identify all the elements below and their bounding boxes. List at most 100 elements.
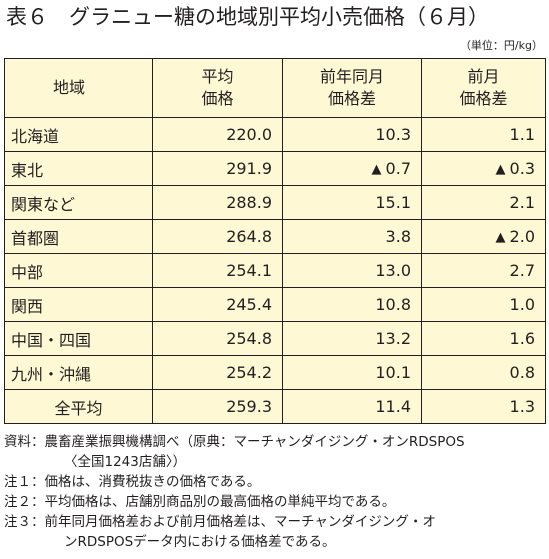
note-source-continued: 〈全国1243店舗〉） [64, 454, 187, 470]
yoy-diff-cell: 13.0 [282, 253, 422, 288]
table-row: 九州・沖縄 254.2 10.1 0.8 [4, 355, 546, 390]
header-avg-price-line2: 価格 [201, 89, 234, 108]
note-2: 注２： 平均価格は、店舗別商品別の最高価格の単純平均である。 [4, 492, 545, 512]
avg-price-cell-value: 220.0 [226, 125, 272, 144]
mom-diff-cell: 1.1 [421, 117, 546, 152]
region-cell: 関西 [4, 287, 153, 322]
avg-price-cell-value: 254.8 [226, 329, 272, 348]
avg-price-cell: 254.8 [152, 321, 283, 356]
mom-diff-cell-value: 1.0 [509, 295, 535, 314]
negative-triangle-icon: ▲ [495, 230, 506, 245]
header-mom-diff-line1: 前月 [467, 67, 500, 86]
region-cell-value: 中部 [11, 262, 44, 282]
price-table: 地域 平均 価格 前年同月 価格差 前月 価格差 北海道 220.0 10.3 1.1… [4, 58, 546, 424]
header-mom-diff: 前月 価格差 [421, 58, 546, 118]
table-row: 関東など 288.9 15.1 2.1 [4, 185, 546, 220]
mom-diff-cell-value: 2.0 [509, 227, 535, 246]
region-cell: 東北 [4, 151, 153, 186]
header-avg-price: 平均 価格 [152, 58, 283, 118]
mom-diff-cell-value: 1.6 [509, 329, 535, 348]
table-row: 首都圏 264.8 3.8 ▲ 2.0 [4, 219, 546, 254]
header-mom-diff-line2: 価格差 [459, 89, 508, 108]
avg-price-cell-value: 259.3 [226, 397, 272, 416]
mom-diff-cell: 1.6 [421, 321, 546, 356]
avg-price-cell: 254.2 [152, 355, 283, 390]
mom-diff-cell-value: 0.8 [509, 363, 535, 382]
mom-diff-cell-value: 1.3 [509, 397, 535, 416]
mom-diff-cell: 1.0 [421, 287, 546, 322]
avg-price-cell-value: 245.4 [226, 295, 272, 314]
yoy-diff-cell-value: 13.0 [375, 261, 411, 280]
yoy-diff-cell: 15.1 [282, 185, 422, 220]
yoy-diff-cell-value: 10.8 [375, 295, 411, 314]
region-cell: 九州・沖縄 [4, 355, 153, 390]
note-source: 資料： 農畜産業振興機構調べ（原典：マーチャンダイジング・オンRDSPOS [4, 432, 545, 452]
region-cell-value: 全平均 [54, 398, 103, 418]
yoy-diff-cell: 13.2 [282, 321, 422, 356]
yoy-diff-cell-value: 15.1 [375, 193, 411, 212]
mom-diff-cell-value: 1.1 [509, 125, 535, 144]
region-cell-value: 九州・沖縄 [11, 364, 92, 384]
table-row: 東北 291.9 ▲ 0.7 ▲ 0.3 [4, 151, 546, 186]
region-cell-value: 中国・四国 [11, 330, 92, 350]
note-1-text: 価格は、消費税抜きの価格である。 [44, 474, 261, 490]
mom-diff-cell: ▲ 2.0 [421, 219, 546, 254]
note-1-label: 注１： [4, 474, 45, 490]
yoy-diff-cell: 10.8 [282, 287, 422, 322]
table-row: 北海道 220.0 10.3 1.1 [4, 117, 546, 152]
negative-triangle-icon: ▲ [495, 162, 506, 177]
price-table-container: 地域 平均 価格 前年同月 価格差 前月 価格差 北海道 220.0 10.3 1.1… [4, 58, 546, 424]
avg-price-cell: 259.3 [152, 389, 283, 424]
region-cell: 首都圏 [4, 219, 153, 254]
region-cell: 全平均 [4, 389, 153, 424]
avg-price-cell-value: 291.9 [226, 159, 272, 178]
yoy-diff-cell: 11.4 [282, 389, 422, 424]
yoy-diff-cell-value: 13.2 [375, 329, 411, 348]
avg-price-cell: 291.9 [152, 151, 283, 186]
mom-diff-cell: 2.1 [421, 185, 546, 220]
yoy-diff-cell-value: 10.1 [375, 363, 411, 382]
header-region-line: 地域 [53, 78, 86, 97]
table-body: 北海道 220.0 10.3 1.1 東北 291.9 ▲ 0.7 ▲ 0.3 関東など 288.9 1… [4, 117, 546, 424]
note-3-continued: ンRDSPOSデータ内における価格差である。 [64, 534, 336, 550]
note-source-label: 資料： [4, 434, 45, 450]
note-source-text: 農畜産業振興機構調べ（原典：マーチャンダイジング・オンRDSPOS [44, 434, 465, 450]
yoy-diff-cell-value: 11.4 [375, 397, 411, 416]
avg-price-cell: 254.1 [152, 253, 283, 288]
header-avg-price-line1: 平均 [201, 67, 234, 86]
yoy-diff-cell-value: 0.7 [385, 159, 411, 178]
header-region: 地域 [4, 58, 153, 118]
header-yoy-diff-line1: 前年同月 [319, 67, 384, 86]
region-cell: 関東など [4, 185, 153, 220]
avg-price-cell-value: 254.1 [226, 261, 272, 280]
table-row: 関西 245.4 10.8 1.0 [4, 287, 546, 322]
region-cell-value: 北海道 [11, 126, 60, 146]
note-3: 注３： 前年同月価格差および前月価格差は、マーチャンダイジング・オ [4, 512, 545, 532]
region-cell-value: 首都圏 [11, 228, 60, 248]
note-3-text: 前年同月価格差および前月価格差は、マーチャンダイジング・オ [44, 514, 436, 530]
avg-price-cell: 264.8 [152, 219, 283, 254]
region-cell-value: 関東など [11, 194, 76, 214]
table-row: 中部 254.1 13.0 2.7 [4, 253, 546, 288]
avg-price-cell-value: 288.9 [226, 193, 272, 212]
yoy-diff-cell-value: 10.3 [375, 125, 411, 144]
mom-diff-cell-value: 0.3 [509, 159, 535, 178]
region-cell-value: 東北 [11, 160, 44, 180]
table-row: 中国・四国 254.8 13.2 1.6 [4, 321, 546, 356]
mom-diff-cell: 0.8 [421, 355, 546, 390]
negative-triangle-icon: ▲ [371, 162, 382, 177]
table-title: 表６ グラニュー糖の地域別平均小売価格（６月） [6, 5, 489, 29]
mom-diff-cell-value: 2.1 [509, 193, 535, 212]
mom-diff-cell-value: 2.7 [509, 261, 535, 280]
region-cell: 北海道 [4, 117, 153, 152]
yoy-diff-cell-value: 3.8 [385, 227, 411, 246]
avg-price-cell: 288.9 [152, 185, 283, 220]
avg-price-cell: 220.0 [152, 117, 283, 152]
mom-diff-cell: ▲ 0.3 [421, 151, 546, 186]
mom-diff-cell: 1.3 [421, 389, 546, 424]
header-yoy-diff: 前年同月 価格差 [282, 58, 422, 118]
avg-price-cell-value: 254.2 [226, 363, 272, 382]
note-1: 注１： 価格は、消費税抜きの価格である。 [4, 472, 545, 492]
avg-price-cell-value: 264.8 [226, 227, 272, 246]
yoy-diff-cell: 10.3 [282, 117, 422, 152]
